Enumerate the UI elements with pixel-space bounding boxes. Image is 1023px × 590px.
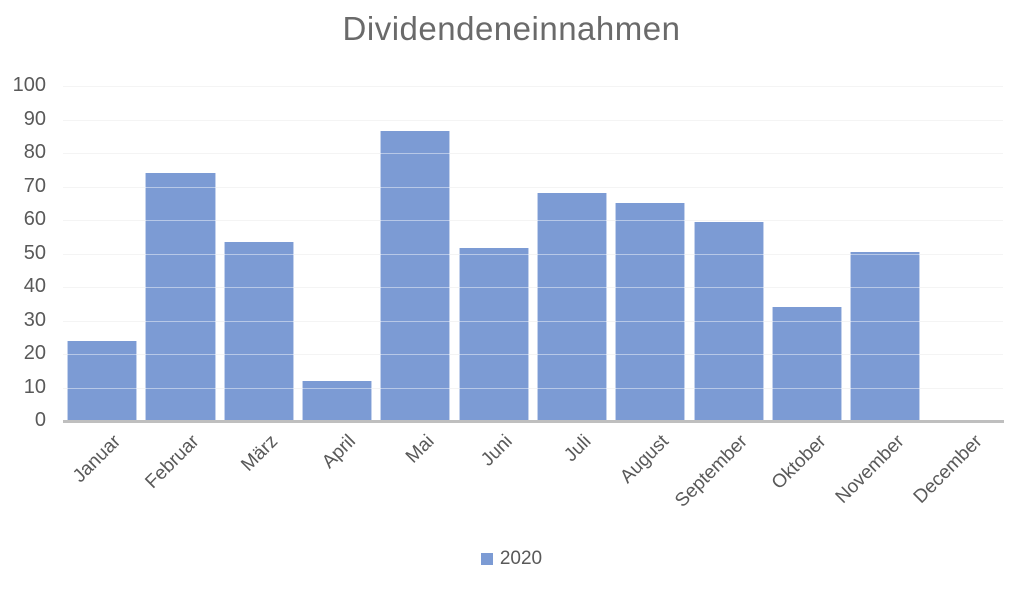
gridline-y10 bbox=[63, 387, 1003, 389]
bar-november bbox=[850, 251, 921, 421]
bar-slot-august bbox=[611, 86, 689, 421]
legend: 2020 bbox=[0, 548, 1023, 570]
bar-juli bbox=[537, 193, 608, 421]
bar-januar bbox=[67, 340, 138, 421]
bar-oktober bbox=[772, 307, 843, 421]
bar-slot-märz bbox=[220, 86, 298, 421]
y-tick-label-80: 80 bbox=[23, 141, 46, 164]
gridline-y20 bbox=[63, 354, 1003, 355]
x-slot-april: April bbox=[298, 429, 376, 544]
x-slot-märz: März bbox=[220, 429, 298, 544]
x-slot-september: September bbox=[671, 429, 768, 544]
x-slot-januar: Januar bbox=[63, 429, 141, 544]
gridline-y80 bbox=[63, 153, 1003, 154]
gridline-y90 bbox=[63, 119, 1003, 121]
bars-row bbox=[63, 86, 1003, 421]
x-tick-label-juli: Juli bbox=[560, 431, 596, 467]
legend-label: 2020 bbox=[499, 548, 543, 569]
y-tick-label-50: 50 bbox=[23, 241, 46, 264]
x-tick-label-februar: Februar bbox=[141, 431, 204, 493]
x-slot-februar: Februar bbox=[141, 429, 219, 544]
x-slot-december: December bbox=[910, 429, 1003, 544]
x-slot-juli: Juli bbox=[533, 429, 611, 544]
y-tick-label-30: 30 bbox=[23, 308, 46, 331]
x-tick-label-mai: Mai bbox=[401, 431, 439, 468]
x-tick-label-august: August bbox=[616, 431, 674, 488]
y-tick-label-90: 90 bbox=[23, 107, 46, 130]
x-slot-august: August bbox=[611, 429, 689, 544]
gridline-y70 bbox=[63, 186, 1003, 188]
gridline-y30 bbox=[63, 320, 1003, 322]
bar-slot-oktober bbox=[768, 86, 846, 421]
x-tick-label-april: April bbox=[318, 431, 361, 473]
y-tick-label-60: 60 bbox=[23, 208, 46, 231]
chart-title: Dividendeneinnahmen bbox=[342, 10, 681, 47]
x-tick-label-januar: Januar bbox=[69, 431, 126, 487]
x-slot-november: November bbox=[832, 429, 924, 544]
bar-slot-mai bbox=[376, 86, 454, 421]
y-tick-label-100: 100 bbox=[12, 74, 46, 97]
bar-september bbox=[693, 221, 764, 421]
bar-slot-juli bbox=[533, 86, 611, 421]
gridline-y60 bbox=[63, 220, 1003, 221]
bar-slot-april bbox=[298, 86, 376, 421]
x-tick-label-juni: Juni bbox=[477, 431, 517, 471]
gridline-y50 bbox=[63, 253, 1003, 255]
bar-mai bbox=[380, 131, 451, 421]
bar-april bbox=[302, 380, 373, 421]
x-axis: Januar Februar März April Mai Juni Juli August S… bbox=[63, 429, 1003, 544]
bar-februar bbox=[145, 173, 216, 421]
x-slot-mai: Mai bbox=[376, 429, 454, 544]
y-tick-label-20: 20 bbox=[23, 342, 46, 365]
x-axis-line bbox=[63, 420, 1004, 423]
y-tick-label-10: 10 bbox=[23, 375, 46, 398]
y-tick-label-70: 70 bbox=[23, 174, 46, 197]
bar-märz bbox=[223, 241, 294, 421]
bar-slot-december bbox=[925, 86, 1003, 421]
bar-slot-september bbox=[690, 86, 768, 421]
x-tick-label-oktober: Oktober bbox=[767, 431, 831, 494]
gridline-y40 bbox=[63, 287, 1003, 288]
bar-august bbox=[615, 203, 686, 421]
plot-area bbox=[63, 86, 1003, 421]
bar-juni bbox=[458, 248, 529, 421]
x-tick-label-märz: März bbox=[236, 431, 282, 476]
y-tick-label-40: 40 bbox=[23, 275, 46, 298]
bar-slot-juni bbox=[455, 86, 533, 421]
gridline-y100 bbox=[63, 86, 1003, 87]
x-slot-oktober: Oktober bbox=[767, 429, 846, 544]
bar-slot-november bbox=[846, 86, 924, 421]
bar-slot-februar bbox=[141, 86, 219, 421]
x-slot-juni: Juni bbox=[455, 429, 533, 544]
y-axis: 0 10 20 30 40 50 60 70 80 90 100 bbox=[0, 74, 46, 431]
bar-slot-januar bbox=[63, 86, 141, 421]
y-tick-label-0: 0 bbox=[34, 409, 46, 432]
legend-square-icon bbox=[480, 553, 493, 565]
